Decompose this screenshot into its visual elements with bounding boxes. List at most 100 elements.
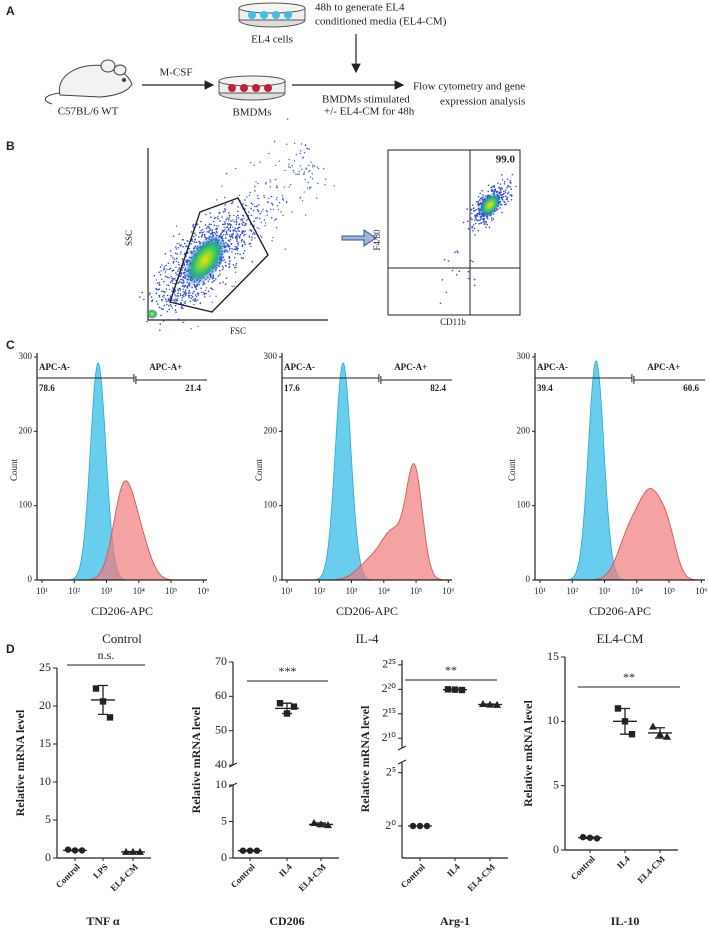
x-tick-label: Control	[229, 861, 258, 890]
event-dot	[211, 229, 214, 231]
label: M-CSF	[159, 67, 192, 79]
event-dot	[456, 250, 459, 253]
event-dot	[205, 287, 208, 289]
event-dot	[226, 245, 228, 247]
event-dot	[482, 217, 484, 220]
event-dot	[211, 230, 213, 232]
event-dot	[179, 275, 182, 278]
event-dot	[509, 186, 512, 188]
event-dot	[470, 208, 473, 211]
event-dot	[286, 143, 288, 145]
event-dot	[180, 281, 183, 284]
event-dot	[254, 190, 256, 192]
event-dot	[480, 217, 482, 219]
event-dot	[158, 281, 161, 284]
x-tick-label: 10⁵	[410, 586, 422, 596]
event-dot	[285, 201, 288, 204]
x-tick-label: EL4-CM	[108, 861, 140, 893]
event-dot	[258, 227, 260, 230]
event-dot	[445, 291, 448, 294]
event-dot	[229, 235, 232, 238]
event-dot	[194, 238, 197, 240]
event-dot	[238, 235, 241, 238]
gate	[380, 376, 452, 384]
data-point	[106, 714, 114, 721]
event-dot	[184, 294, 187, 297]
event-dot	[491, 189, 494, 192]
event-dot	[169, 250, 172, 252]
event-dot	[163, 269, 165, 271]
event-dot	[150, 296, 153, 298]
event-dot	[253, 185, 256, 188]
event-dot	[308, 148, 310, 150]
event-dot	[501, 178, 504, 181]
axis-break	[228, 762, 238, 788]
event-dot	[172, 278, 175, 281]
event-dot	[309, 176, 312, 178]
cells	[248, 11, 292, 19]
event-dot	[180, 307, 183, 309]
event-dot	[158, 271, 160, 273]
note: +/- EL4-CM for 48h	[324, 106, 415, 118]
error-bar	[613, 707, 637, 735]
event-dot	[216, 231, 218, 234]
event-dot	[164, 275, 167, 278]
event-dot	[176, 300, 179, 302]
event-dot	[190, 328, 192, 330]
event-dot	[164, 290, 166, 293]
x-tick-label: IL4	[615, 853, 632, 870]
event-dot	[174, 246, 177, 248]
event-dot	[181, 305, 183, 308]
density	[478, 192, 502, 218]
x-tick-label: EL4-CM	[465, 861, 497, 893]
event-dot	[175, 299, 178, 301]
x-tick-label: 10⁴	[133, 586, 145, 596]
event-dot	[200, 287, 202, 289]
event-dot	[221, 216, 223, 218]
event-dot	[234, 245, 236, 248]
event-dot	[248, 243, 251, 245]
event-dot	[163, 304, 166, 307]
event-dot	[234, 253, 237, 255]
event-dot	[186, 240, 188, 242]
event-dot	[155, 300, 158, 303]
event-dot	[216, 227, 218, 230]
event-dot	[183, 242, 186, 245]
event-dot	[196, 292, 199, 295]
event-dot	[163, 267, 166, 270]
axis-label: CD206-APC	[336, 604, 398, 618]
event-dot	[225, 230, 228, 233]
event-dot	[190, 243, 192, 245]
y-tick-label: 100	[264, 500, 278, 510]
event-dot	[246, 204, 248, 207]
gate-label: APC-A-	[537, 362, 568, 372]
event-dot	[242, 215, 245, 217]
event-dot	[171, 270, 173, 272]
event-dot	[189, 250, 191, 252]
event-dot	[312, 164, 314, 166]
event-dot	[515, 185, 517, 188]
event-dot	[222, 267, 225, 269]
density	[183, 233, 227, 287]
gate	[36, 374, 135, 382]
event-dot	[293, 142, 296, 145]
event-dot	[324, 184, 326, 186]
event-dot	[230, 223, 232, 226]
event-dot	[217, 275, 220, 277]
event-dot	[189, 292, 191, 294]
event-dot	[302, 156, 305, 158]
event-dot	[172, 262, 175, 264]
significance-label: ***	[279, 664, 297, 678]
event-dot	[232, 232, 234, 234]
x-tick-label: 10⁶	[442, 586, 454, 596]
event-dot	[288, 163, 290, 166]
event-dot	[479, 219, 482, 221]
event-dot	[204, 289, 207, 291]
event-dot	[201, 233, 204, 236]
event-dot	[176, 253, 179, 255]
event-dot	[177, 290, 180, 292]
event-dot	[192, 299, 194, 301]
event-dot	[278, 201, 281, 204]
event-dot	[505, 203, 508, 205]
